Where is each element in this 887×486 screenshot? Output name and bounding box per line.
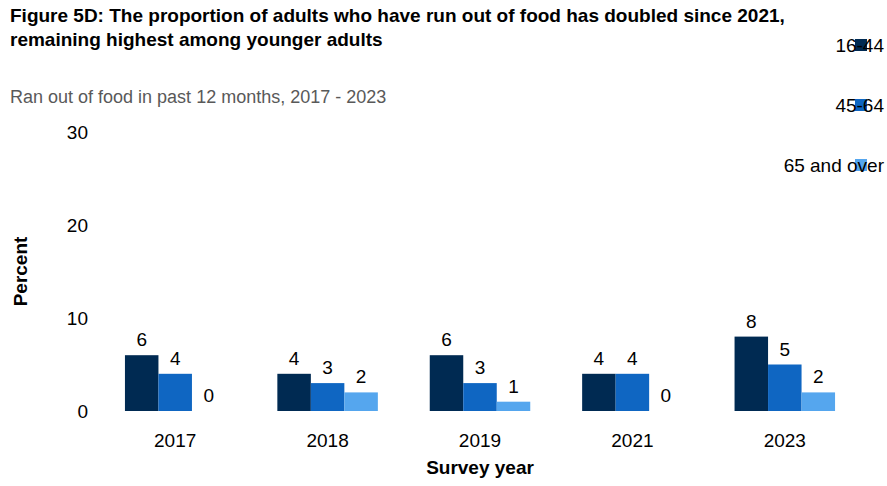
bar	[125, 355, 159, 411]
data-label: 1	[508, 376, 519, 397]
data-label: 0	[203, 385, 214, 406]
bar	[311, 383, 345, 411]
y-tick-label: 0	[77, 401, 88, 422]
data-label: 4	[594, 348, 605, 369]
bar	[616, 374, 650, 411]
data-label: 4	[627, 348, 638, 369]
x-tick-label: 2023	[764, 430, 806, 451]
bar	[192, 411, 226, 412]
bar	[497, 402, 531, 411]
data-label: 3	[475, 357, 486, 378]
data-label: 4	[170, 348, 181, 369]
x-axis-label: Survey year	[426, 457, 534, 478]
data-label: 6	[441, 329, 452, 350]
title: Figure 5D: The proportion of adults who …	[10, 5, 785, 50]
title-line: remaining highest among younger adults	[10, 29, 383, 50]
data-label: 2	[813, 366, 824, 387]
bar	[768, 365, 802, 412]
bar	[277, 374, 311, 411]
bar	[735, 337, 769, 411]
title-line: Figure 5D: The proportion of adults who …	[10, 5, 785, 26]
legend-label: 65 and over	[784, 155, 885, 176]
data-label: 4	[289, 348, 300, 369]
y-tick-label: 10	[67, 308, 88, 329]
x-tick-label: 2018	[306, 430, 348, 451]
y-tick-label: 30	[67, 122, 88, 143]
y-tick-label: 20	[67, 215, 88, 236]
x-tick-label: 2017	[154, 430, 196, 451]
bar	[430, 355, 464, 411]
y-axis-label: Percent	[10, 236, 31, 306]
bar	[582, 374, 616, 411]
x-tick-label: 2021	[611, 430, 653, 451]
data-label: 0	[661, 385, 672, 406]
legend-label: 45-64	[835, 95, 884, 116]
bar	[344, 392, 378, 411]
data-label: 2	[356, 366, 367, 387]
bar	[802, 392, 836, 411]
legend: 16-44 45-64 65 and over	[784, 35, 885, 176]
data-label: 8	[746, 311, 757, 332]
subtitle: Ran out of food in past 12 months, 2017 …	[10, 87, 386, 107]
bar	[463, 383, 497, 411]
x-tick-label: 2019	[459, 430, 501, 451]
chart: Figure 5D: The proportion of adults who …	[0, 0, 887, 486]
data-label: 6	[136, 329, 147, 350]
bar	[649, 411, 683, 412]
bar	[158, 374, 192, 411]
data-label: 3	[322, 357, 333, 378]
legend-label: 16-44	[835, 35, 884, 56]
data-label: 5	[780, 339, 791, 360]
bars	[125, 337, 835, 411]
